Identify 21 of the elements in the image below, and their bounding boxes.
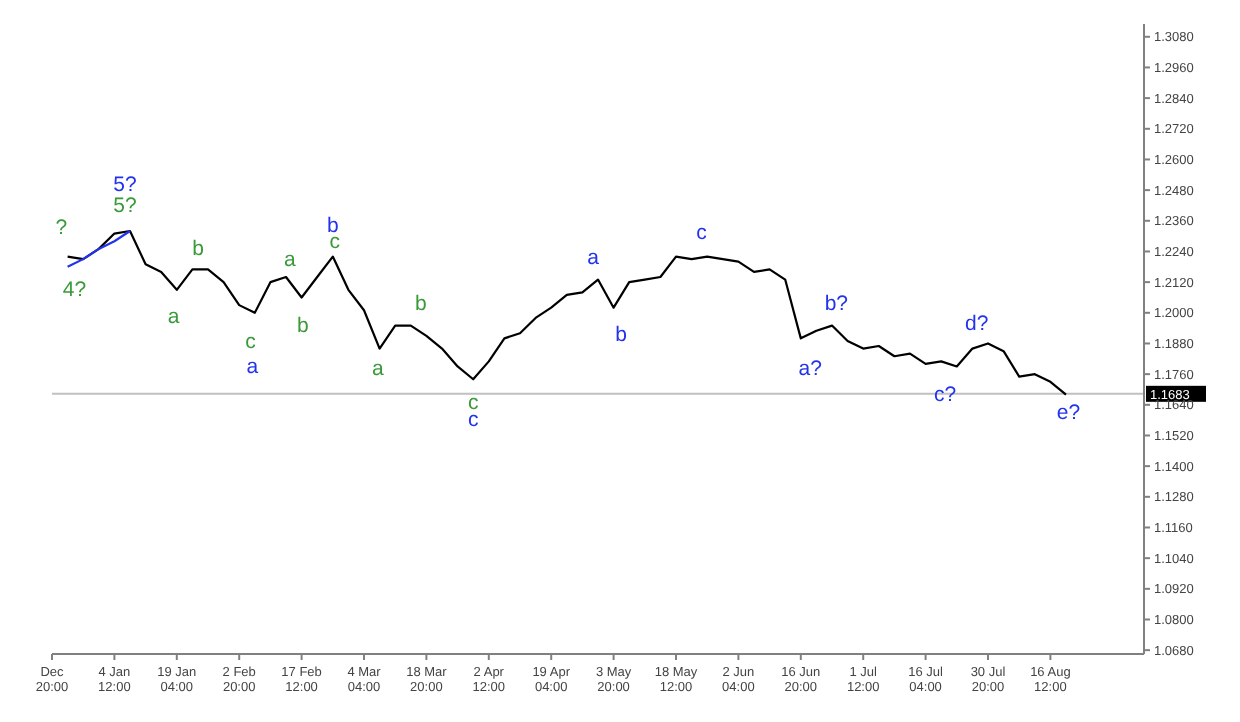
annotation: 4? — [62, 278, 87, 303]
annotation: b? — [824, 292, 849, 317]
annotation: a — [167, 304, 180, 329]
annotation: 5? — [113, 194, 137, 219]
annotation: d? — [965, 311, 989, 336]
annotation: a — [246, 354, 259, 379]
annotation: a — [283, 247, 296, 272]
annotation: a — [371, 356, 384, 381]
annotation: ? — [55, 215, 68, 240]
annotation: b — [297, 313, 310, 338]
annotation: c — [696, 220, 707, 245]
annotation: b — [615, 322, 628, 347]
annotation: 5? — [113, 172, 137, 197]
line-series — [66, 229, 132, 268]
annotation: a — [587, 245, 600, 270]
annotation: b — [414, 292, 427, 317]
annotation: c? — [933, 383, 957, 408]
annotation: a? — [798, 356, 823, 381]
annotation: e? — [1056, 401, 1081, 426]
annotation: c — [245, 329, 256, 354]
annotation: b — [192, 236, 205, 261]
